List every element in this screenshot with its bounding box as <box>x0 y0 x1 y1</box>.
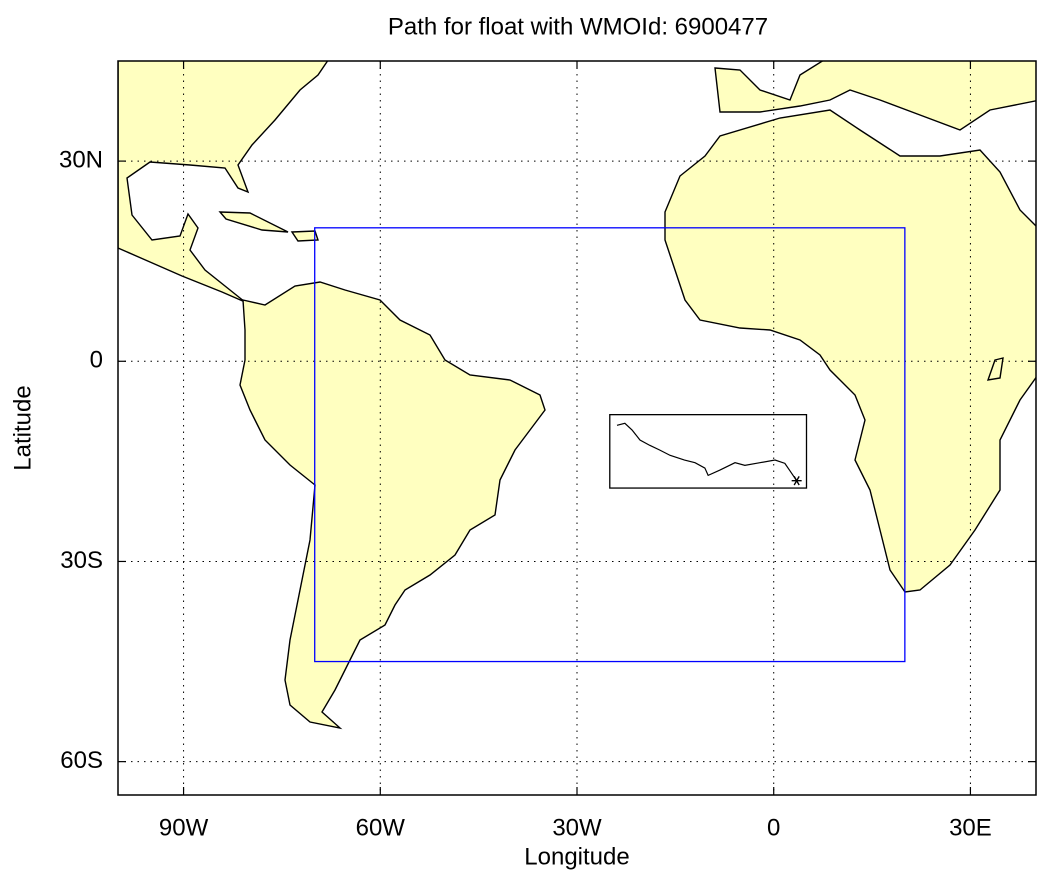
x-tick-label: 30E <box>949 814 992 841</box>
x-tick-label: 0 <box>767 814 780 841</box>
hispaniola <box>290 230 319 242</box>
chart-title: Path for float with WMOId: 6900477 <box>388 13 768 40</box>
africa <box>664 109 1036 593</box>
x-tick-label: 90W <box>159 814 209 841</box>
grid <box>118 61 1036 795</box>
y-tick-label: 0 <box>90 347 103 374</box>
x-tick-label: 30W <box>552 814 602 841</box>
region-box <box>314 227 906 663</box>
region-box <box>609 414 808 489</box>
north-america <box>118 61 329 303</box>
data-layer <box>314 227 906 663</box>
y-tick-label: 30N <box>59 146 103 173</box>
last-position-marker <box>791 476 802 486</box>
madagascar <box>986 357 1004 381</box>
south-america <box>239 281 546 730</box>
x-axis-label: Longitude <box>524 843 629 870</box>
y-tick-label: 60S <box>60 747 103 774</box>
float-path <box>616 422 798 482</box>
land <box>118 61 1036 730</box>
x-tick-label: 60W <box>356 814 406 841</box>
y-axis-label: Latitude <box>9 385 36 470</box>
europe <box>714 61 1036 131</box>
y-tick-label: 30S <box>60 547 103 574</box>
cuba <box>218 211 289 233</box>
